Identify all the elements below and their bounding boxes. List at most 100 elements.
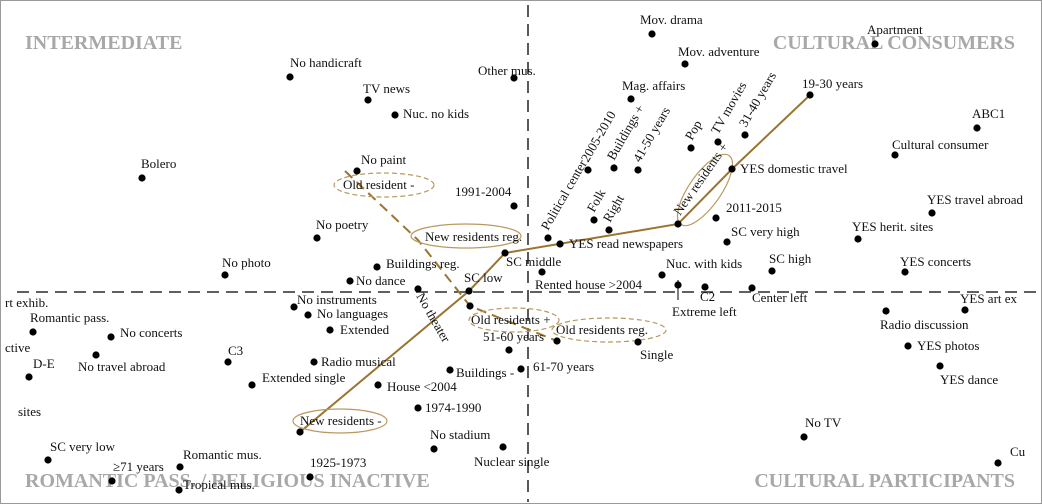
- point-label: YES travel abroad: [927, 192, 1024, 207]
- point: [556, 240, 564, 248]
- point: [712, 214, 720, 222]
- point: [107, 333, 115, 341]
- point: [634, 338, 642, 346]
- point: [466, 302, 474, 310]
- point-label: Mag. affairs: [622, 78, 685, 93]
- point-label: House <2004: [387, 379, 457, 394]
- point: [313, 234, 321, 242]
- point-label: Old residents reg.: [556, 322, 648, 337]
- point-label: Tropical mus.: [183, 477, 255, 492]
- point: [648, 30, 656, 38]
- point-label: 19-30 years: [802, 76, 863, 91]
- point-label: ctive: [5, 340, 30, 355]
- point-label: Single: [640, 347, 673, 362]
- quadrant-label: CULTURAL PARTICIPANTS: [754, 470, 1015, 492]
- point-label: No TV: [805, 415, 842, 430]
- point-label: C2: [700, 289, 715, 304]
- point: [176, 463, 184, 471]
- point: [353, 167, 361, 175]
- point: [768, 267, 776, 275]
- ellipse: [292, 408, 388, 434]
- point: [854, 235, 862, 243]
- point: [430, 445, 438, 453]
- point-label: No instruments: [297, 292, 377, 307]
- point: [674, 220, 682, 228]
- point: [138, 174, 146, 182]
- point: [544, 234, 552, 242]
- point: [326, 326, 334, 334]
- point: [904, 342, 912, 350]
- point-label: SC very high: [731, 224, 800, 239]
- ellipse: [551, 317, 667, 343]
- quadrant-label: CULTURAL CONSUMERS: [773, 32, 1015, 54]
- point-label: New residents reg.: [425, 229, 522, 244]
- point-label: 51-60 years: [483, 329, 544, 344]
- point: [501, 249, 509, 257]
- point: [538, 268, 546, 276]
- point-label: No concerts: [120, 325, 182, 340]
- ellipse: [468, 307, 560, 333]
- point-label: Radio musical: [321, 354, 396, 369]
- point: [414, 285, 422, 293]
- point: [936, 362, 944, 370]
- point: [871, 40, 879, 48]
- point: [674, 281, 682, 289]
- point: [973, 124, 981, 132]
- point: [882, 307, 890, 315]
- point: [304, 311, 312, 319]
- point-label: SC very low: [50, 439, 116, 454]
- point-label: D-E: [33, 356, 55, 371]
- point-label: C3: [228, 343, 243, 358]
- point: [92, 351, 100, 359]
- point-label: 61-70 years: [533, 359, 594, 374]
- point-label: YES dance: [940, 372, 998, 387]
- point-label: SC low: [464, 270, 503, 285]
- point-label: rt exhib.: [5, 295, 48, 310]
- point: [961, 306, 969, 314]
- point-label: No poetry: [316, 217, 369, 232]
- point-label: Romantic pass.: [30, 310, 109, 325]
- point: [517, 365, 525, 373]
- point-label: ABC1: [972, 106, 1005, 121]
- point: [994, 459, 1002, 467]
- point-label: 2011-2015: [726, 200, 782, 215]
- point-label: Nuc. no kids: [403, 106, 469, 121]
- point-label: Extended: [340, 322, 390, 337]
- point-label: YES domestic travel: [740, 161, 848, 176]
- point-label: New residents -: [300, 413, 382, 428]
- point-label: No photo: [222, 255, 271, 270]
- point-label: Extreme left: [672, 304, 737, 319]
- point: [553, 337, 561, 345]
- quadrant-label: INTERMEDIATE: [25, 32, 182, 54]
- point-label: Old resident -: [343, 177, 414, 192]
- trajectory-old-residents: [344, 170, 558, 342]
- point: [505, 346, 513, 354]
- point: [610, 164, 618, 172]
- point: [286, 73, 294, 81]
- quadrant-label: ROMANTIC PASS. / RELIGIOUS INACTIVE: [25, 470, 430, 492]
- point-label: No languages: [317, 306, 388, 321]
- point: [296, 428, 304, 436]
- point-label: TV news: [363, 81, 410, 96]
- point: [741, 131, 749, 139]
- trajectory-new-residents: [299, 94, 811, 433]
- point: [627, 95, 635, 103]
- point: [224, 358, 232, 366]
- point: [634, 166, 642, 174]
- point: [723, 238, 731, 246]
- point-label: ≥71 years: [113, 459, 164, 474]
- point-label: Buildings -: [456, 365, 514, 380]
- point-label: Buildings reg.: [386, 256, 460, 271]
- point: [29, 328, 37, 336]
- point: [465, 287, 473, 295]
- point-label: Nuclear single: [474, 454, 550, 469]
- point-label: No dance: [356, 273, 406, 288]
- ellipse: [410, 223, 522, 249]
- point: [175, 486, 183, 494]
- point: [584, 166, 592, 174]
- point-label: Radio discussion: [880, 317, 969, 332]
- point: [605, 226, 613, 234]
- point: [714, 138, 722, 146]
- point-label: Extended single: [262, 370, 346, 385]
